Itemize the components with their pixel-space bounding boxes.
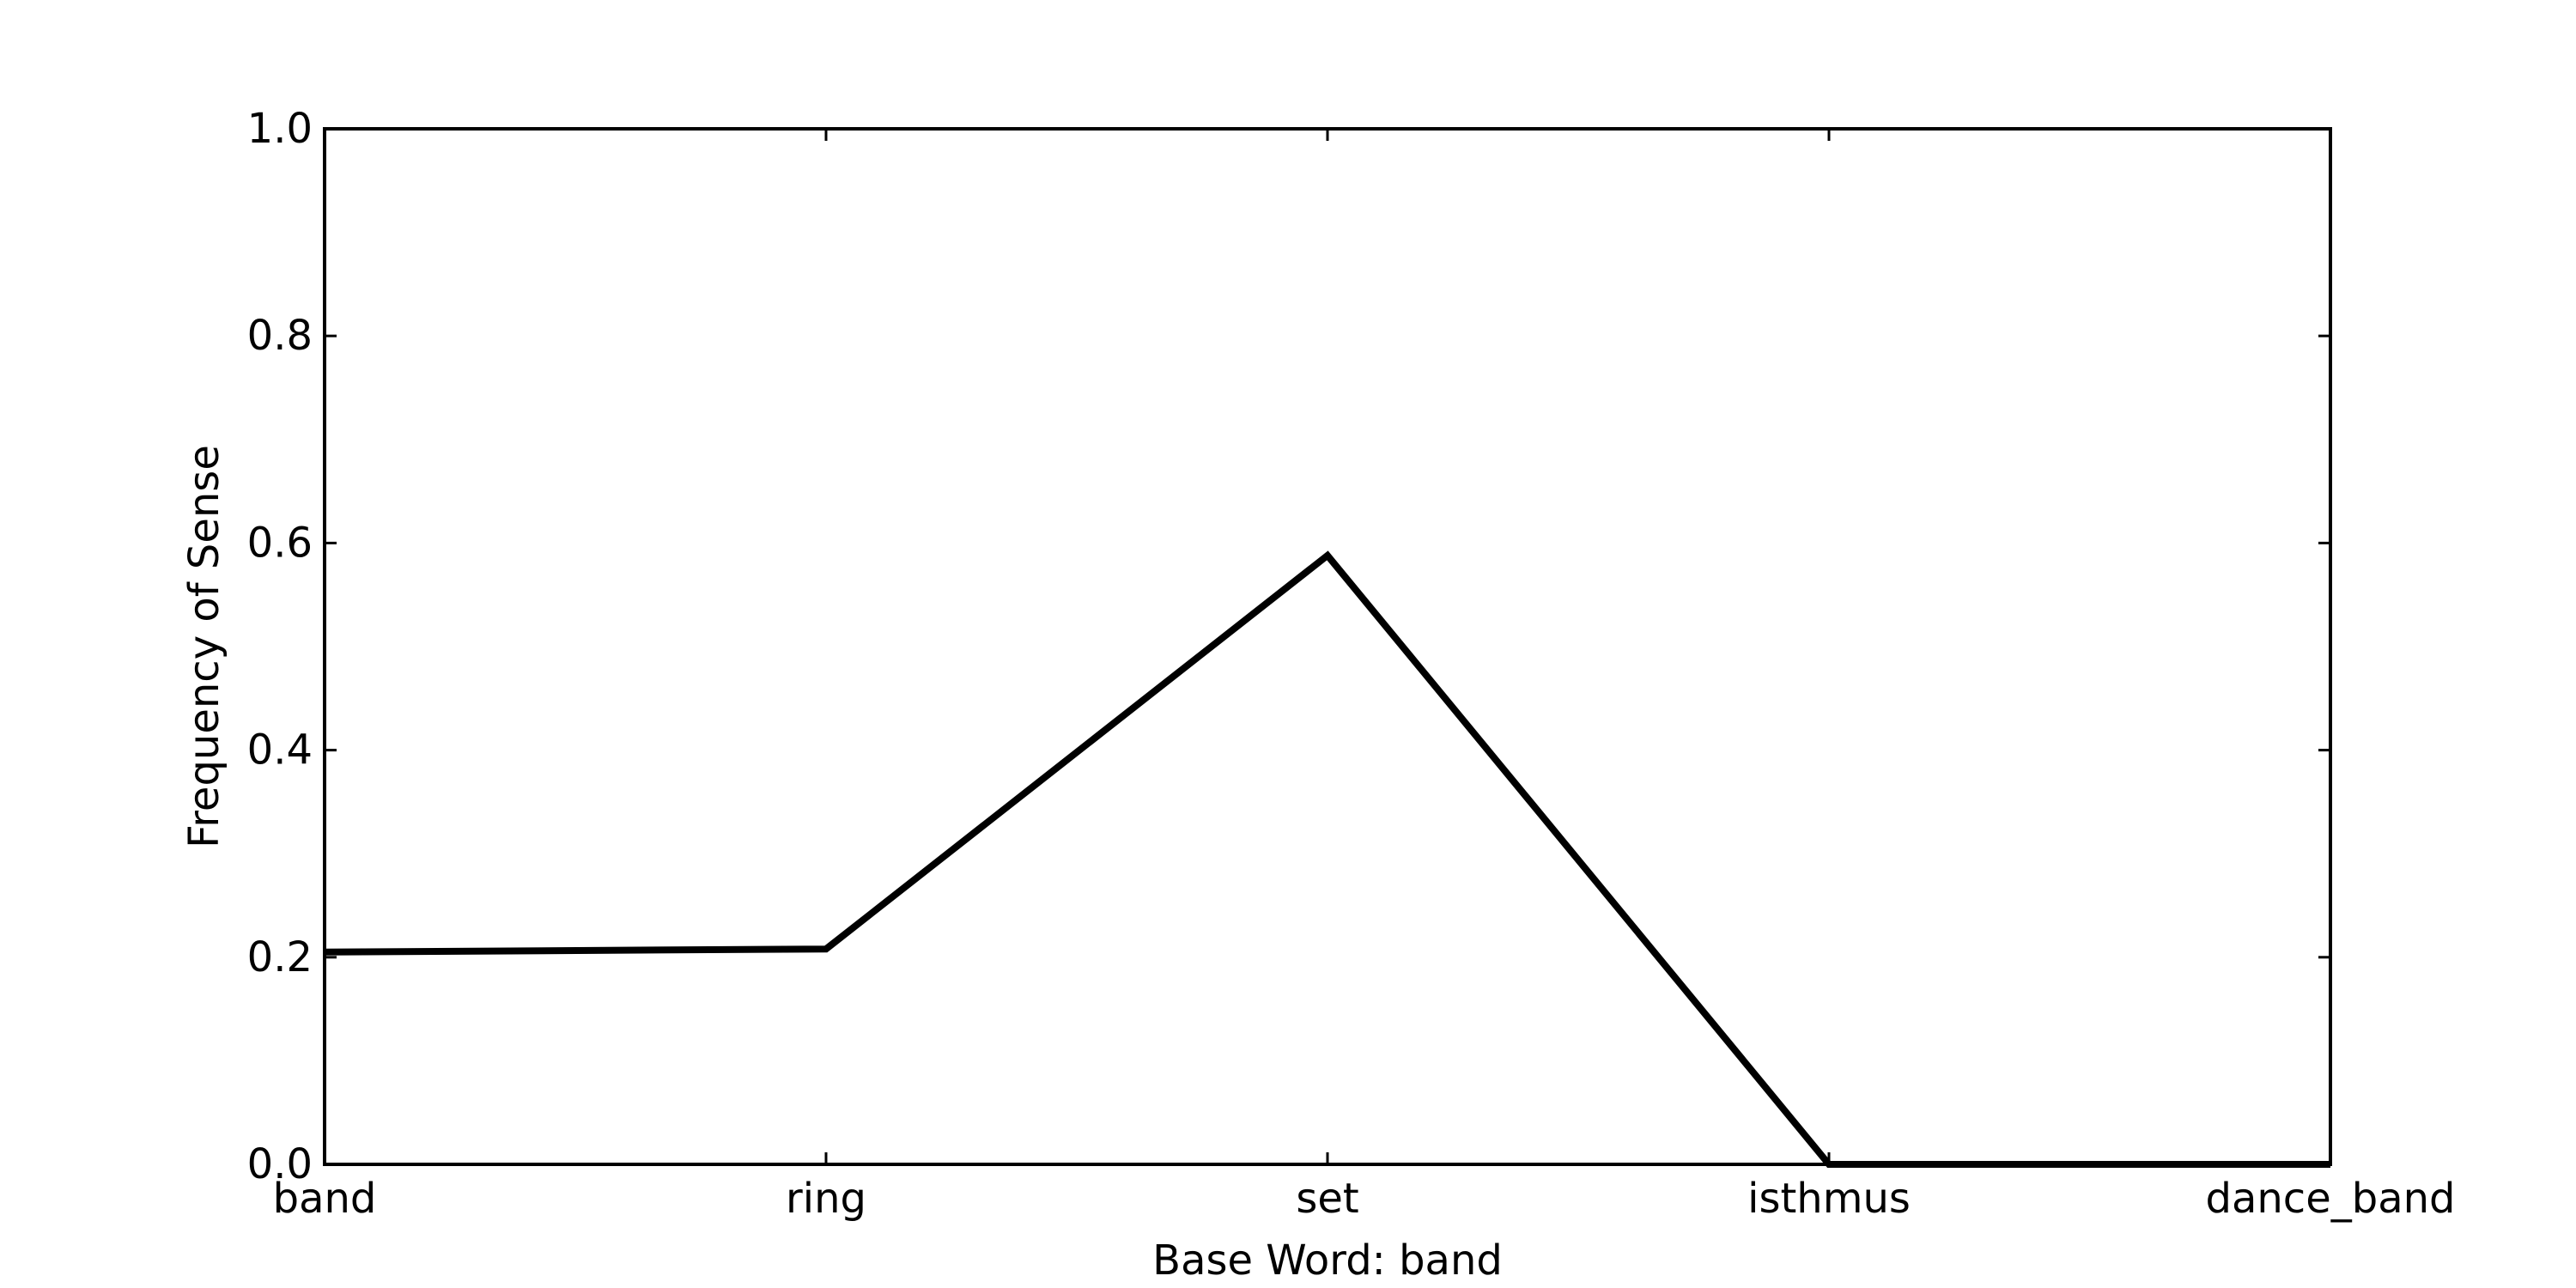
y-tick-label: 0.6 <box>247 519 313 567</box>
x-tick-label: dance_band <box>2206 1175 2456 1223</box>
x-tick-label: band <box>273 1175 377 1223</box>
x-tick-label: set <box>1296 1175 1358 1223</box>
y-tick-label: 1.0 <box>247 105 313 153</box>
y-tick-label: 0.2 <box>247 933 313 981</box>
y-tick-label: 0.8 <box>247 312 313 360</box>
tick-labels: 0.0 0.2 0.4 0.6 0.8 1.0 band ring set isthmus danc… <box>247 105 2456 1223</box>
y-axis-label: Frequency of Sense <box>180 445 228 848</box>
plot-frame <box>323 127 2332 1166</box>
x-tick-label: isthmus <box>1747 1175 1911 1223</box>
y-tick-label: 0.0 <box>247 1140 313 1188</box>
y-tick-label: 0.4 <box>247 726 313 775</box>
x-axis-label: Base Word: band <box>1152 1236 1503 1285</box>
x-tick-label: ring <box>786 1175 866 1223</box>
